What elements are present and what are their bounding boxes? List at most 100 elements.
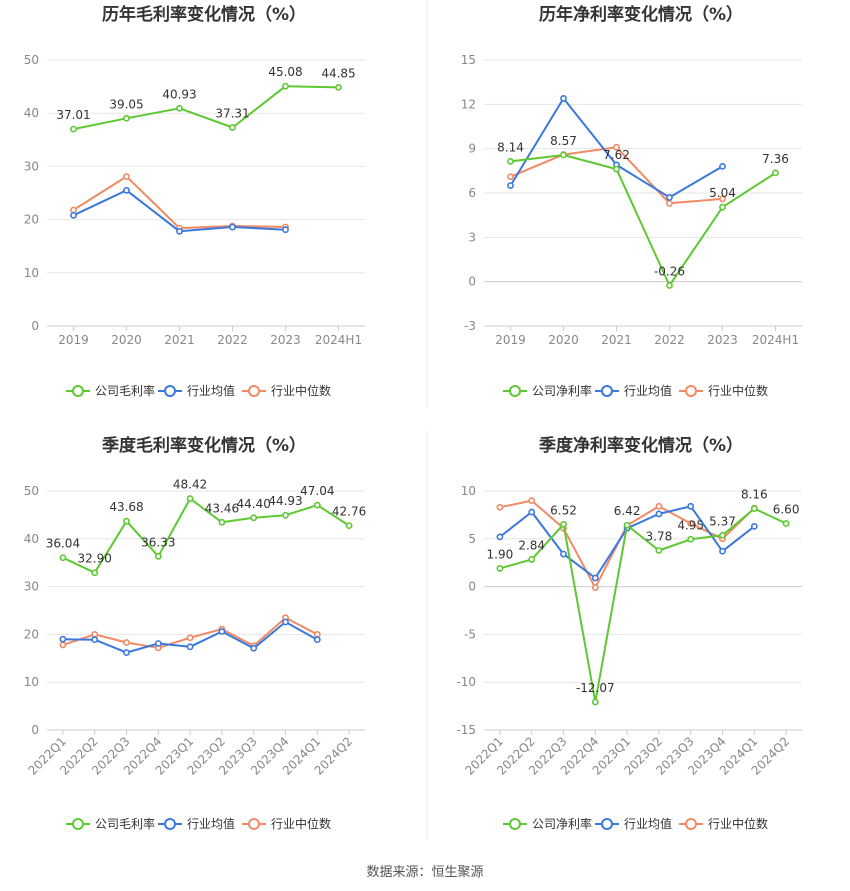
legend-marker-median <box>248 385 260 397</box>
x-tick-label: 2019 <box>58 333 89 347</box>
data-point-median <box>186 634 194 642</box>
data-label: 42.76 <box>332 505 366 519</box>
series-line-company <box>73 85 339 131</box>
data-label: 2.84 <box>518 538 545 552</box>
data-point-company <box>528 556 536 563</box>
data-point-company <box>782 520 790 527</box>
legend-label-median: 行业中位数 <box>271 383 331 398</box>
x-tick-label: 2022 <box>654 333 685 347</box>
data-point-median <box>313 631 321 638</box>
data-label: 32.90 <box>78 552 112 566</box>
data-point-avg <box>655 510 663 518</box>
data-point-median <box>719 195 726 203</box>
chart-title: 历年净利率变化情况（%） <box>539 4 743 25</box>
x-tick-label: 2020 <box>548 333 579 347</box>
legend-marker-company <box>509 385 521 397</box>
y-tick-label: 20 <box>24 627 39 641</box>
data-point-company <box>229 124 236 131</box>
data-point-company <box>719 531 726 539</box>
y-tick-label: 10 <box>461 484 476 498</box>
y-tick-label: 50 <box>24 484 39 498</box>
x-tick-label: 2021 <box>164 333 195 347</box>
data-label: 37.01 <box>56 108 90 122</box>
data-point-median <box>123 173 130 180</box>
series-line-median <box>72 175 286 230</box>
data-point-company <box>560 520 567 528</box>
data-point-avg <box>123 649 130 656</box>
y-tick-label: 5 <box>468 532 476 546</box>
data-point-avg <box>282 618 289 626</box>
data-point-avg <box>218 628 226 635</box>
y-tick-label: 40 <box>24 106 39 120</box>
data-point-company <box>345 522 353 530</box>
data-point-avg <box>91 636 99 644</box>
y-tick-label: 10 <box>24 266 39 280</box>
data-point-company <box>560 151 567 159</box>
x-tick-label: 2023 <box>707 333 738 347</box>
chart-title: 历年毛利率变化情况（%） <box>102 4 306 25</box>
legend-marker-median <box>248 818 260 830</box>
data-point-avg <box>507 182 514 190</box>
chart-panel-1: 历年毛利率变化情况（%） 0 10 20 30 40 50 2019 2020 2021 2022 2… <box>24 4 365 398</box>
data-point-company <box>666 282 673 289</box>
data-point-median <box>496 503 504 511</box>
data-point-median <box>613 143 620 151</box>
data-point-median <box>528 497 536 504</box>
data-point-company <box>687 535 695 543</box>
data-point-company <box>772 169 779 177</box>
data-label: 36.04 <box>46 537 80 551</box>
legend-label-median: 行业中位数 <box>708 816 768 831</box>
data-point-company <box>70 125 77 133</box>
data-label: 45.08 <box>268 65 302 79</box>
x-tick-label: 2024H1 <box>315 333 362 347</box>
x-tick-label: 2019 <box>495 333 526 347</box>
data-point-company <box>591 698 599 706</box>
data-point-avg <box>719 547 726 555</box>
data-point-company <box>282 511 289 519</box>
chart-title: 季度毛利率变化情况（%） <box>102 435 306 456</box>
data-label: 47.04 <box>300 484 334 498</box>
data-point-company <box>282 82 289 90</box>
chart-legend: 公司毛利率 行业均值 行业中位数 <box>66 383 331 398</box>
data-label: -12.07 <box>576 681 615 695</box>
data-label: 7.62 <box>603 148 630 162</box>
data-point-company <box>59 554 67 562</box>
data-point-company <box>719 203 726 211</box>
data-point-company <box>335 83 342 91</box>
data-point-company <box>750 505 758 512</box>
data-point-company <box>613 165 620 173</box>
data-point-median <box>687 520 695 527</box>
data-point-median <box>59 641 67 649</box>
legend-label-company: 公司净利率 <box>532 816 592 831</box>
y-tick-label: 9 <box>468 142 476 156</box>
legend-marker-company <box>72 385 84 397</box>
data-point-avg <box>70 211 77 219</box>
data-point-avg <box>719 162 726 170</box>
data-point-company <box>176 104 183 112</box>
data-label: 37.31 <box>215 107 249 121</box>
data-point-avg <box>123 186 130 194</box>
data-label: 6.42 <box>614 504 641 518</box>
data-point-company <box>623 521 631 529</box>
data-point-median <box>591 584 599 591</box>
data-point-company <box>123 114 130 122</box>
legend-marker-company <box>509 818 521 830</box>
data-label: 48.42 <box>173 478 207 492</box>
data-source-note: 数据来源：恒生聚源 <box>366 865 484 880</box>
y-tick-label: -3 <box>464 319 476 333</box>
legend-marker-avg <box>601 385 613 397</box>
legend-marker-median <box>685 818 697 830</box>
data-point-avg <box>560 550 567 558</box>
y-tick-label: 0 <box>468 275 476 289</box>
y-tick-label: 0 <box>31 319 39 333</box>
data-point-company <box>496 565 504 572</box>
legend-label-company: 公司毛利率 <box>95 816 155 831</box>
data-point-company <box>655 547 663 554</box>
data-label: -0.26 <box>654 265 685 279</box>
y-tick-label: 3 <box>468 230 476 244</box>
legend-label-company: 公司净利率 <box>532 383 592 398</box>
legend-marker-avg <box>164 385 176 397</box>
y-tick-label: -5 <box>464 627 476 641</box>
chart-panel-3: 季度毛利率变化情况（%）010203040502022Q12022Q22022Q… <box>24 435 367 831</box>
x-tick-label: 2022 <box>217 333 248 347</box>
